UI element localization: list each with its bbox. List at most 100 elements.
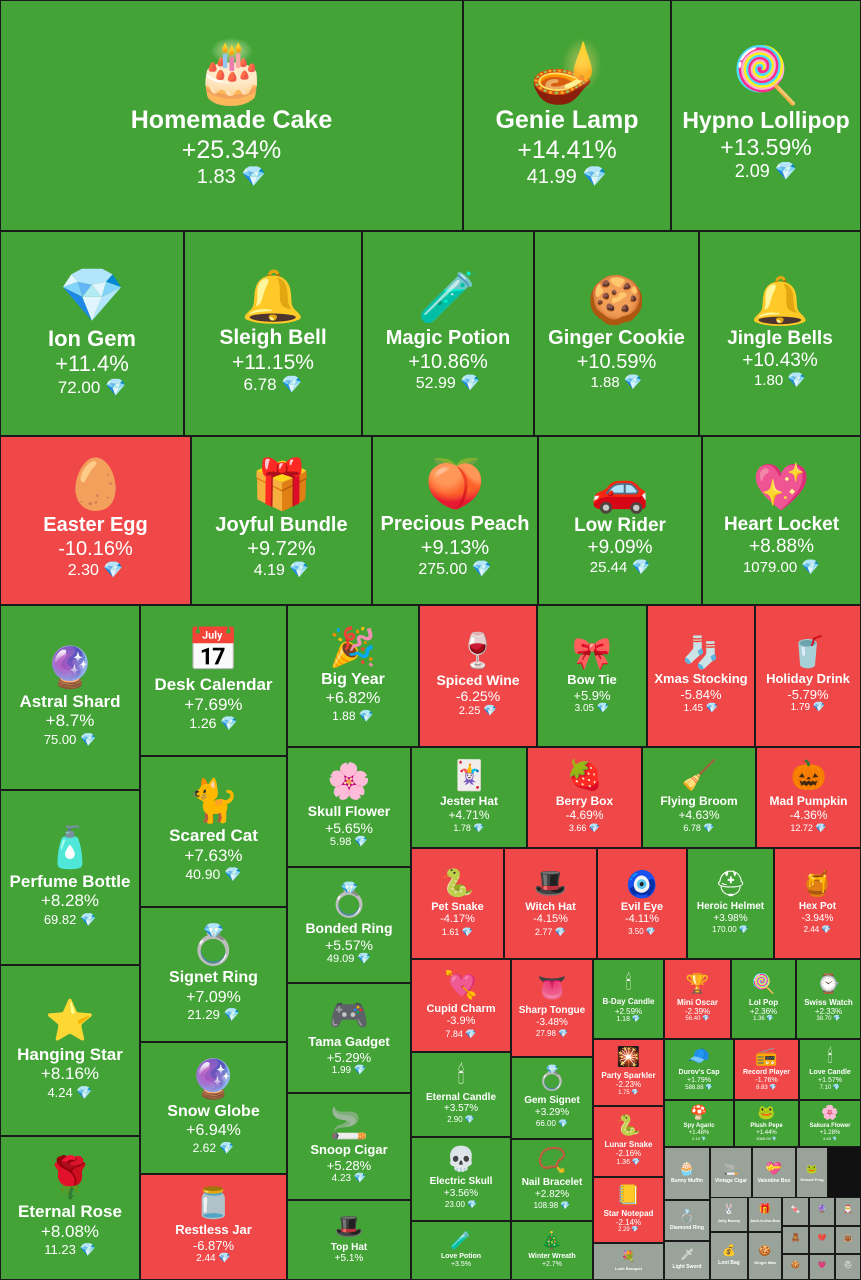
tile-lunar-snake[interactable]: 🐍 Lunar Snake -2.16% 1.36 💎 [593, 1106, 664, 1177]
tile-jester-hat[interactable]: 🃏 Jester Hat +4.71% 1.78 💎 [411, 747, 527, 848]
tile-eternal-candle[interactable]: 🕯 Eternal Candle +3.57% 2.90 💎 [411, 1052, 511, 1137]
tile-big-year[interactable]: 🎉 Big Year +6.82% 1.88 💎 [287, 605, 419, 747]
tile-flying-broom[interactable]: 🧹 Flying Broom +4.63% 6.78 💎 [642, 747, 756, 848]
tile-star-notepad[interactable]: 📒 Star Notepad -2.14% 2.29 💎 [593, 1177, 664, 1243]
tile-price: 4.23 💎 [332, 1173, 367, 1185]
tile-gem-signet[interactable]: 💍 Gem Signet +3.29% 66.00 💎 [511, 1057, 593, 1139]
tile-lush-bouquet[interactable]: 💐 Lush Bouquet [593, 1243, 664, 1280]
tile-sleigh-bell[interactable]: 🔔 Sleigh Bell +11.15% 6.78 💎 [184, 231, 362, 436]
tile-heroic-helmet[interactable]: ⛑ Heroic Helmet +3.98% 170.00 💎 [687, 848, 774, 959]
tile-hanging-bag[interactable]: 👜 [835, 1226, 861, 1254]
tile-ginger-man[interactable]: 🍪 Ginger Man [748, 1232, 782, 1280]
tile-love-candle[interactable]: 🕯 Love Candle +1.57% 7.10 💎 [799, 1039, 861, 1100]
candy-heart-icon: 💗 [817, 1261, 827, 1269]
tile-record-player[interactable]: 📻 Record Player -1.76% 8.83 💎 [734, 1039, 799, 1100]
tile-precious-peach[interactable]: 🍑 Precious Peach +9.13% 275.00 💎 [372, 436, 538, 605]
tile-jingle-bells[interactable]: 🔔 Jingle Bells +10.43% 1.80 💎 [699, 231, 861, 436]
tile-lol-pop[interactable]: 🍭 Lol Pop +2.36% 1.36 💎 [731, 959, 796, 1039]
tile-top-hat[interactable]: 🎩 Top Hat +5.1% [287, 1200, 411, 1280]
tile-price-value: 2.30 [67, 561, 99, 579]
tile-jelly-bunny[interactable]: 🐰 Jelly Bunny [710, 1197, 748, 1232]
tile-kissed-frog[interactable]: 🐸 Kissed Frog [796, 1147, 828, 1200]
tile-price-value: 7.10 [819, 1085, 832, 1092]
tile-eternal-rose[interactable]: 🌹 Eternal Rose +8.08% 11.23 💎 [0, 1136, 140, 1280]
tile-swiss-watch[interactable]: ⌚ Swiss Watch +2.33% 38.70 💎 [796, 959, 861, 1039]
tile-easter-egg[interactable]: 🥚 Easter Egg -10.16% 2.30 💎 [0, 436, 191, 605]
tile-price: 40.90 💎 [185, 866, 241, 883]
tile-genie-lamp[interactable]: 🪔 Genie Lamp +14.41% 41.99 💎 [463, 0, 671, 231]
tile-winter-wreath[interactable]: 🎄 Winter Wreath +2.7% [511, 1221, 593, 1280]
tile-durovs-cap[interactable]: 🧢 Durov's Cap +1.79% 588.88 💎 [664, 1039, 734, 1100]
tile-party-sparkler[interactable]: 🎇 Party Sparkler -2.23% 1.75 💎 [593, 1039, 664, 1106]
tile-love-potion[interactable]: 🧪 Love Potion +3.5% [411, 1221, 511, 1280]
tile-desk-calendar[interactable]: 📅 Desk Calendar +7.69% 1.26 💎 [140, 605, 287, 756]
tile-tama-gadget[interactable]: 🎮 Tama Gadget +5.29% 1.99 💎 [287, 983, 411, 1093]
tile-ion-gem[interactable]: 💎 Ion Gem +11.4% 72.00 💎 [0, 231, 184, 436]
tile-snow-globe[interactable]: 🔮 Snow Globe +6.94% 2.62 💎 [140, 1042, 287, 1174]
tile-heart-locket[interactable]: 💖 Heart Locket +8.88% 1079.00 💎 [702, 436, 861, 605]
tile-xmas-stocking[interactable]: 🧦 Xmas Stocking -5.84% 1.45 💎 [647, 605, 755, 747]
tile-mini-oscar[interactable]: 🏆 Mini Oscar -2.39% 56.40 💎 [664, 959, 731, 1039]
tile-santa-hat[interactable]: 🎅 [835, 1197, 861, 1226]
tile-hanging-star[interactable]: ⭐ Hanging Star +8.16% 4.24 💎 [0, 965, 140, 1136]
tile-magic-potion[interactable]: 🧪 Magic Potion +10.86% 52.99 💎 [362, 231, 534, 436]
tile-berry-box[interactable]: 🍓 Berry Box -4.69% 3.66 💎 [527, 747, 642, 848]
tile-vintage-cigar[interactable]: 🚬 Vintage Cigar [710, 1147, 752, 1200]
diamond-icon: 💎 [770, 1136, 777, 1142]
tile-price-value: 2.25 [458, 704, 481, 717]
tile-bonded-ring[interactable]: 💍 Bonded Ring +5.57% 49.09 💎 [287, 867, 411, 983]
tile-homemade-cake[interactable]: 🎂 Homemade Cake +25.34% 1.83 💎 [0, 0, 463, 231]
tile-pet-snake[interactable]: 🐍 Pet Snake -4.17% 1.61 💎 [411, 848, 504, 959]
tile-toy-bear[interactable]: 🧸 [782, 1226, 809, 1254]
tile-restless-jar[interactable]: 🫙 Restless Jar -6.87% 2.44 💎 [140, 1174, 287, 1280]
tile-sakura-flower[interactable]: 🌸 Sakura Flower +1.28% 4.45 💎 [799, 1100, 861, 1147]
tile-b-day-candle[interactable]: 🕯 B-Day Candle +2.59% 1.18 💎 [593, 959, 664, 1039]
tile-bow-tie[interactable]: 🎀 Bow Tie +5.9% 3.05 💎 [537, 605, 647, 747]
tile-snoop-cigar[interactable]: 🚬 Snoop Cigar +5.28% 4.23 💎 [287, 1093, 411, 1200]
tile-crystal-ball[interactable]: 🔮 [809, 1197, 835, 1226]
tile-name: Berry Box [555, 793, 614, 808]
tile-candy-heart[interactable]: 💗 [809, 1254, 835, 1280]
tile-candy-cane[interactable]: 🍬 [782, 1197, 809, 1226]
tile-low-rider[interactable]: 🚗 Low Rider +9.09% 25.44 💎 [538, 436, 702, 605]
tile-name: Plush Pepe [750, 1123, 783, 1130]
tile-sharp-tongue[interactable]: 👅 Sharp Tongue -3.48% 27.98 💎 [511, 959, 593, 1057]
tile-trapped-heart[interactable]: 💔 [809, 1226, 835, 1254]
tile-spiced-wine[interactable]: 🍷 Spiced Wine -6.25% 2.25 💎 [419, 605, 537, 747]
berry-box-icon: 🍓 [566, 759, 603, 792]
tile-loot-bag[interactable]: 💰 Loot Bag [710, 1232, 748, 1280]
tile-cookie-heart[interactable]: 🍪 [782, 1254, 809, 1280]
tile-diamond-ring[interactable]: 💍 Diamond Ring [664, 1200, 710, 1241]
tile-witch-hat[interactable]: 🎩 Witch Hat -4.15% 2.77 💎 [504, 848, 597, 959]
tile-scared-cat[interactable]: 🐈 Scared Cat +7.63% 40.90 💎 [140, 756, 287, 907]
tile-valentine-box[interactable]: 💝 Valentine Box [752, 1147, 796, 1200]
tile-price-value: 75.00 [43, 731, 77, 747]
tile-joyful-bundle[interactable]: 🎁 Joyful Bundle +9.72% 4.19 💎 [191, 436, 372, 605]
tile-cupid-charm[interactable]: 💘 Cupid Charm -3.9% 7.84 💎 [411, 959, 511, 1052]
tile-jack-in-the-box[interactable]: 🎁 Jack-in-the-Box [748, 1197, 782, 1232]
tile-spy-agaric[interactable]: 🍄 Spy Agaric +1.48% 2.19 💎 [664, 1100, 734, 1147]
tile-hex-pot[interactable]: 🍯 Hex Pot -3.94% 2.44 💎 [774, 848, 861, 959]
tile-electric-skull[interactable]: 💀 Electric Skull +3.56% 23.00 💎 [411, 1137, 511, 1221]
tile-astral-shard[interactable]: 🔮 Astral Shard +8.7% 75.00 💎 [0, 605, 140, 790]
tile-mad-pumpkin[interactable]: 🎃 Mad Pumpkin -4.36% 12.72 💎 [756, 747, 861, 848]
tile-change: +5.9% [573, 687, 611, 703]
tile-bunny-muffin[interactable]: 🧁 Bunny Muffin [664, 1147, 710, 1200]
tile-change: +1.57% [818, 1076, 842, 1084]
tile-hypno-lollipop[interactable]: 🍭 Hypno Lollipop +13.59% 2.09 💎 [671, 0, 861, 231]
tile-evil-eye[interactable]: 🧿 Evil Eye -4.11% 3.50 💎 [597, 848, 687, 959]
tile-ginger-cookie[interactable]: 🍪 Ginger Cookie +10.59% 1.88 💎 [534, 231, 699, 436]
tile-skull-flower[interactable]: 🌸 Skull Flower +5.65% 5.98 💎 [287, 747, 411, 867]
tile-change: +1.44% [756, 1129, 777, 1136]
tile-perfume-bottle[interactable]: 🧴 Perfume Bottle +8.28% 69.82 💎 [0, 790, 140, 965]
tile-nail-bracelet[interactable]: 📿 Nail Bracelet +2.82% 108.98 💎 [511, 1139, 593, 1221]
tile-plush-pepe[interactable]: 🐸 Plush Pepe +1.44% 3069.00 💎 [734, 1100, 799, 1147]
tile-price: 5.98 💎 [330, 836, 368, 849]
tile-neko-helmet[interactable]: ⛑ [835, 1254, 861, 1280]
signet-ring-icon: 💍 [189, 924, 238, 968]
tile-light-sword[interactable]: 🗡 Light Sword [664, 1241, 710, 1280]
diamond-icon: 💎 [769, 161, 798, 182]
tile-holiday-drink[interactable]: 🥤 Holiday Drink -5.79% 1.79 💎 [755, 605, 861, 747]
tile-signet-ring[interactable]: 💍 Signet Ring +7.09% 21.29 💎 [140, 907, 287, 1042]
tile-name: Eternal Rose [18, 1202, 122, 1222]
